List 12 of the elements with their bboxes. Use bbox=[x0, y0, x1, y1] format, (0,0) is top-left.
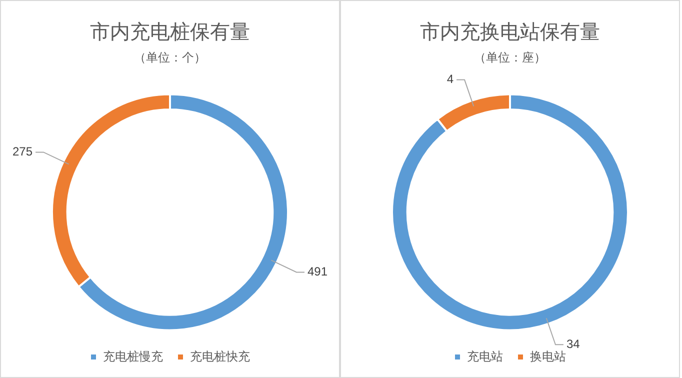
data-label: 491 bbox=[307, 264, 328, 279]
chart-subtitle: （单位：座） bbox=[474, 50, 546, 65]
chart-title: 市内充换电站保有量 bbox=[420, 22, 600, 44]
legend-label: 充电桩快充 bbox=[190, 349, 250, 364]
data-label: 4 bbox=[446, 72, 454, 86]
legend-label: 换电站 bbox=[530, 349, 566, 364]
chart-subtitle: （单位：个） bbox=[134, 50, 206, 65]
data-label: 275 bbox=[12, 144, 33, 159]
legend-label: 充电站 bbox=[467, 349, 503, 364]
chart-title: 市内充电桩保有量 bbox=[90, 22, 250, 44]
legend-label: 充电桩慢充 bbox=[103, 349, 163, 364]
data-label: 34 bbox=[566, 336, 580, 351]
